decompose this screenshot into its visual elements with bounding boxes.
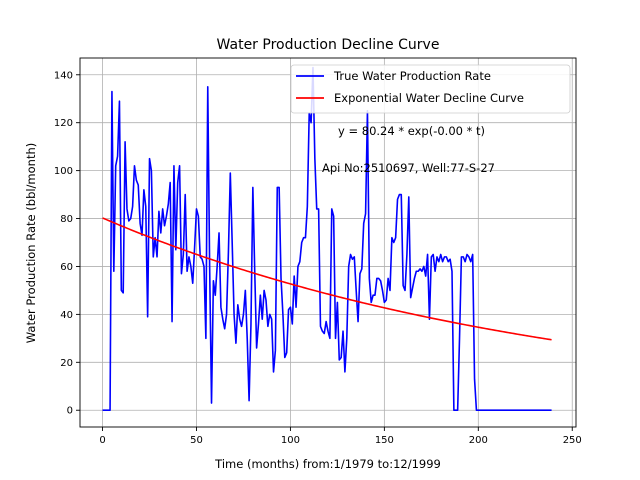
legend: True Water Production Rate Exponential W… [290, 64, 571, 114]
y-axis-label: Water Production Rate (bbl/month) [24, 143, 38, 343]
x-tick-label: 100 [281, 435, 300, 446]
y-tick-label: 40 [60, 310, 73, 321]
series-true-water-rate [102, 66, 552, 412]
y-axis-ticks: 0 20 40 60 80 100 120 140 [54, 70, 80, 417]
fit-equation-annotation: y = 80.24 * exp(-0.00 * t) [338, 124, 485, 138]
legend-label-exponential-fit: Exponential Water Decline Curve [334, 91, 524, 105]
y-tick-label: 0 [67, 406, 73, 417]
y-tick-label: 120 [54, 118, 73, 129]
x-axis-ticks: 0 50 100 150 200 250 [99, 427, 582, 446]
x-tick-label: 150 [375, 435, 394, 446]
x-tick-label: 250 [563, 435, 582, 446]
x-tick-label: 0 [99, 435, 105, 446]
y-tick-label: 80 [60, 214, 73, 225]
series-exponential-fit [102, 217, 552, 341]
legend-label-true-rate: True Water Production Rate [333, 69, 491, 83]
y-tick-label: 140 [54, 70, 73, 81]
legend-box [290, 64, 571, 114]
well-id-annotation: Api No:2510697, Well:77-S-27 [322, 161, 495, 175]
chart-title: Water Production Decline Curve [217, 37, 440, 53]
y-tick-label: 60 [60, 262, 73, 273]
y-tick-label: 20 [60, 358, 73, 369]
plot-frame [79, 57, 577, 428]
plot-area [102, 66, 552, 412]
y-tick-label: 100 [54, 166, 73, 177]
x-tick-label: 50 [190, 435, 203, 446]
x-axis-label: Time (months) from:1/1979 to:12/1999 [214, 457, 441, 471]
x-tick-label: 200 [469, 435, 488, 446]
